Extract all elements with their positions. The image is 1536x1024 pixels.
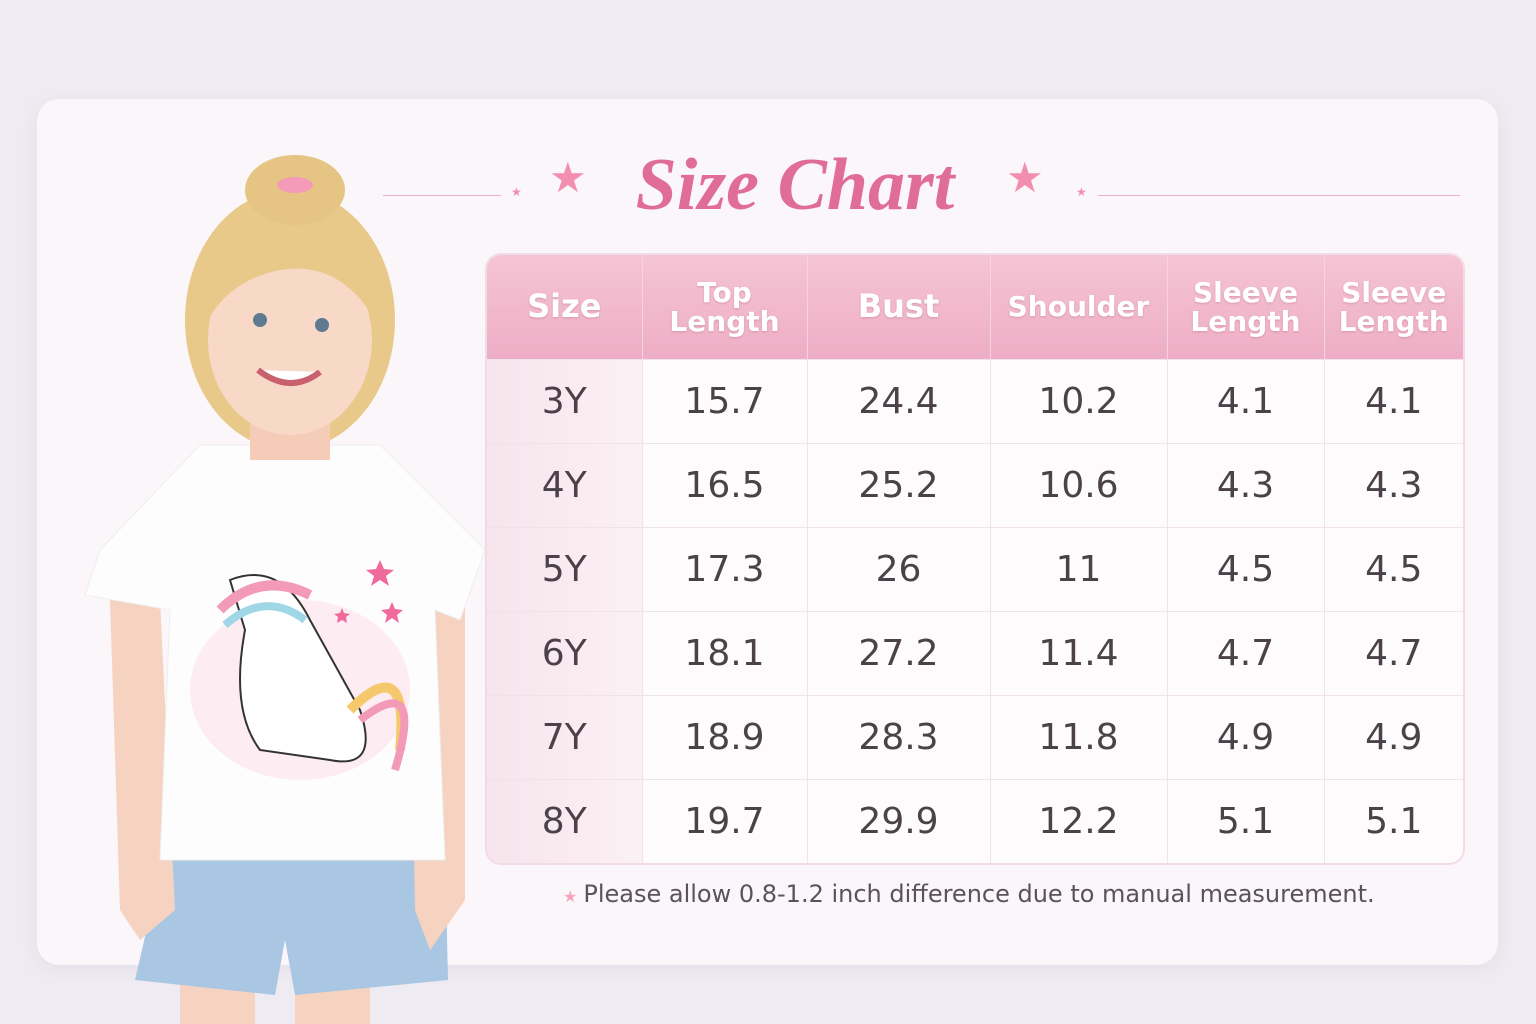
star-icon: ★ [549, 153, 587, 202]
measurement-cell: 11.4 [990, 611, 1168, 696]
measurement-cell: 18.9 [642, 695, 808, 780]
table-header-row: Size Top Length Bust Shoulder Sleeve Len… [487, 255, 1463, 360]
measurement-cell: 28.3 [807, 695, 991, 780]
measurement-cell: 29.9 [807, 779, 991, 863]
measurement-cell: 15.7 [642, 359, 808, 444]
size-cell: 3Y [487, 359, 643, 444]
header-sleeve-length: Sleeve Length [1167, 255, 1325, 360]
header-shoulder: Shoulder [990, 255, 1168, 360]
measurement-cell: 17.3 [642, 527, 808, 612]
measurement-cell: 4.5 [1324, 527, 1463, 612]
measurement-cell: 24.4 [807, 359, 991, 444]
title-divider-left [383, 195, 501, 196]
measurement-cell: 4.1 [1324, 359, 1463, 444]
measurement-cell: 5.1 [1167, 779, 1325, 863]
measurement-cell: 19.7 [642, 779, 808, 863]
star-icon: ★ [1076, 185, 1087, 199]
measurement-cell: 26 [807, 527, 991, 612]
size-cell: 4Y [487, 443, 643, 528]
table-row: 4Y 16.5 25.2 10.6 4.3 4.3 [487, 443, 1463, 528]
star-icon: ★ [1006, 153, 1044, 202]
measurement-cell: 4.3 [1167, 443, 1325, 528]
measurement-cell: 10.6 [990, 443, 1168, 528]
note-text: Please allow 0.8-1.2 inch difference due… [583, 880, 1375, 908]
measurement-cell: 12.2 [990, 779, 1168, 863]
measurement-cell: 4.5 [1167, 527, 1325, 612]
title-divider-right [1098, 195, 1460, 196]
table-row: 6Y 18.1 27.2 11.4 4.7 4.7 [487, 611, 1463, 696]
size-cell: 6Y [487, 611, 643, 696]
header-size: Size [487, 255, 643, 360]
measurement-cell: 16.5 [642, 443, 808, 528]
measurement-cell: 4.7 [1324, 611, 1463, 696]
measurement-cell: 4.9 [1167, 695, 1325, 780]
size-cell: 8Y [487, 779, 643, 863]
measurement-cell: 11 [990, 527, 1168, 612]
table-row: 5Y 17.3 26 11 4.5 4.5 [487, 527, 1463, 612]
measurement-cell: 4.1 [1167, 359, 1325, 444]
table-row: 7Y 18.9 28.3 11.8 4.9 4.9 [487, 695, 1463, 780]
size-table: Size Top Length Bust Shoulder Sleeve Len… [487, 255, 1463, 863]
star-icon: ★ [563, 887, 578, 906]
header-sleeve-length-2: Sleeve Length [1324, 255, 1463, 360]
measurement-cell: 4.7 [1167, 611, 1325, 696]
size-cell: 5Y [487, 527, 643, 612]
table-row: 8Y 19.7 29.9 12.2 5.1 5.1 [487, 779, 1463, 863]
measurement-cell: 10.2 [990, 359, 1168, 444]
measurement-cell: 18.1 [642, 611, 808, 696]
size-cell: 7Y [487, 695, 643, 780]
measurement-cell: 4.3 [1324, 443, 1463, 528]
measurement-cell: 25.2 [807, 443, 991, 528]
header-bust: Bust [807, 255, 991, 360]
measurement-cell: 4.9 [1324, 695, 1463, 780]
measurement-cell: 27.2 [807, 611, 991, 696]
measurement-cell: 11.8 [990, 695, 1168, 780]
model-photo [84, 155, 486, 1024]
page-title: Size Chart [635, 144, 955, 226]
table-row: 3Y 15.7 24.4 10.2 4.1 4.1 [487, 359, 1463, 444]
header-top-length: Top Length [642, 255, 808, 360]
star-icon: ★ [511, 185, 522, 199]
measurement-cell: 5.1 [1324, 779, 1463, 863]
measurement-note: ★ Please allow 0.8-1.2 inch difference du… [563, 880, 1375, 908]
